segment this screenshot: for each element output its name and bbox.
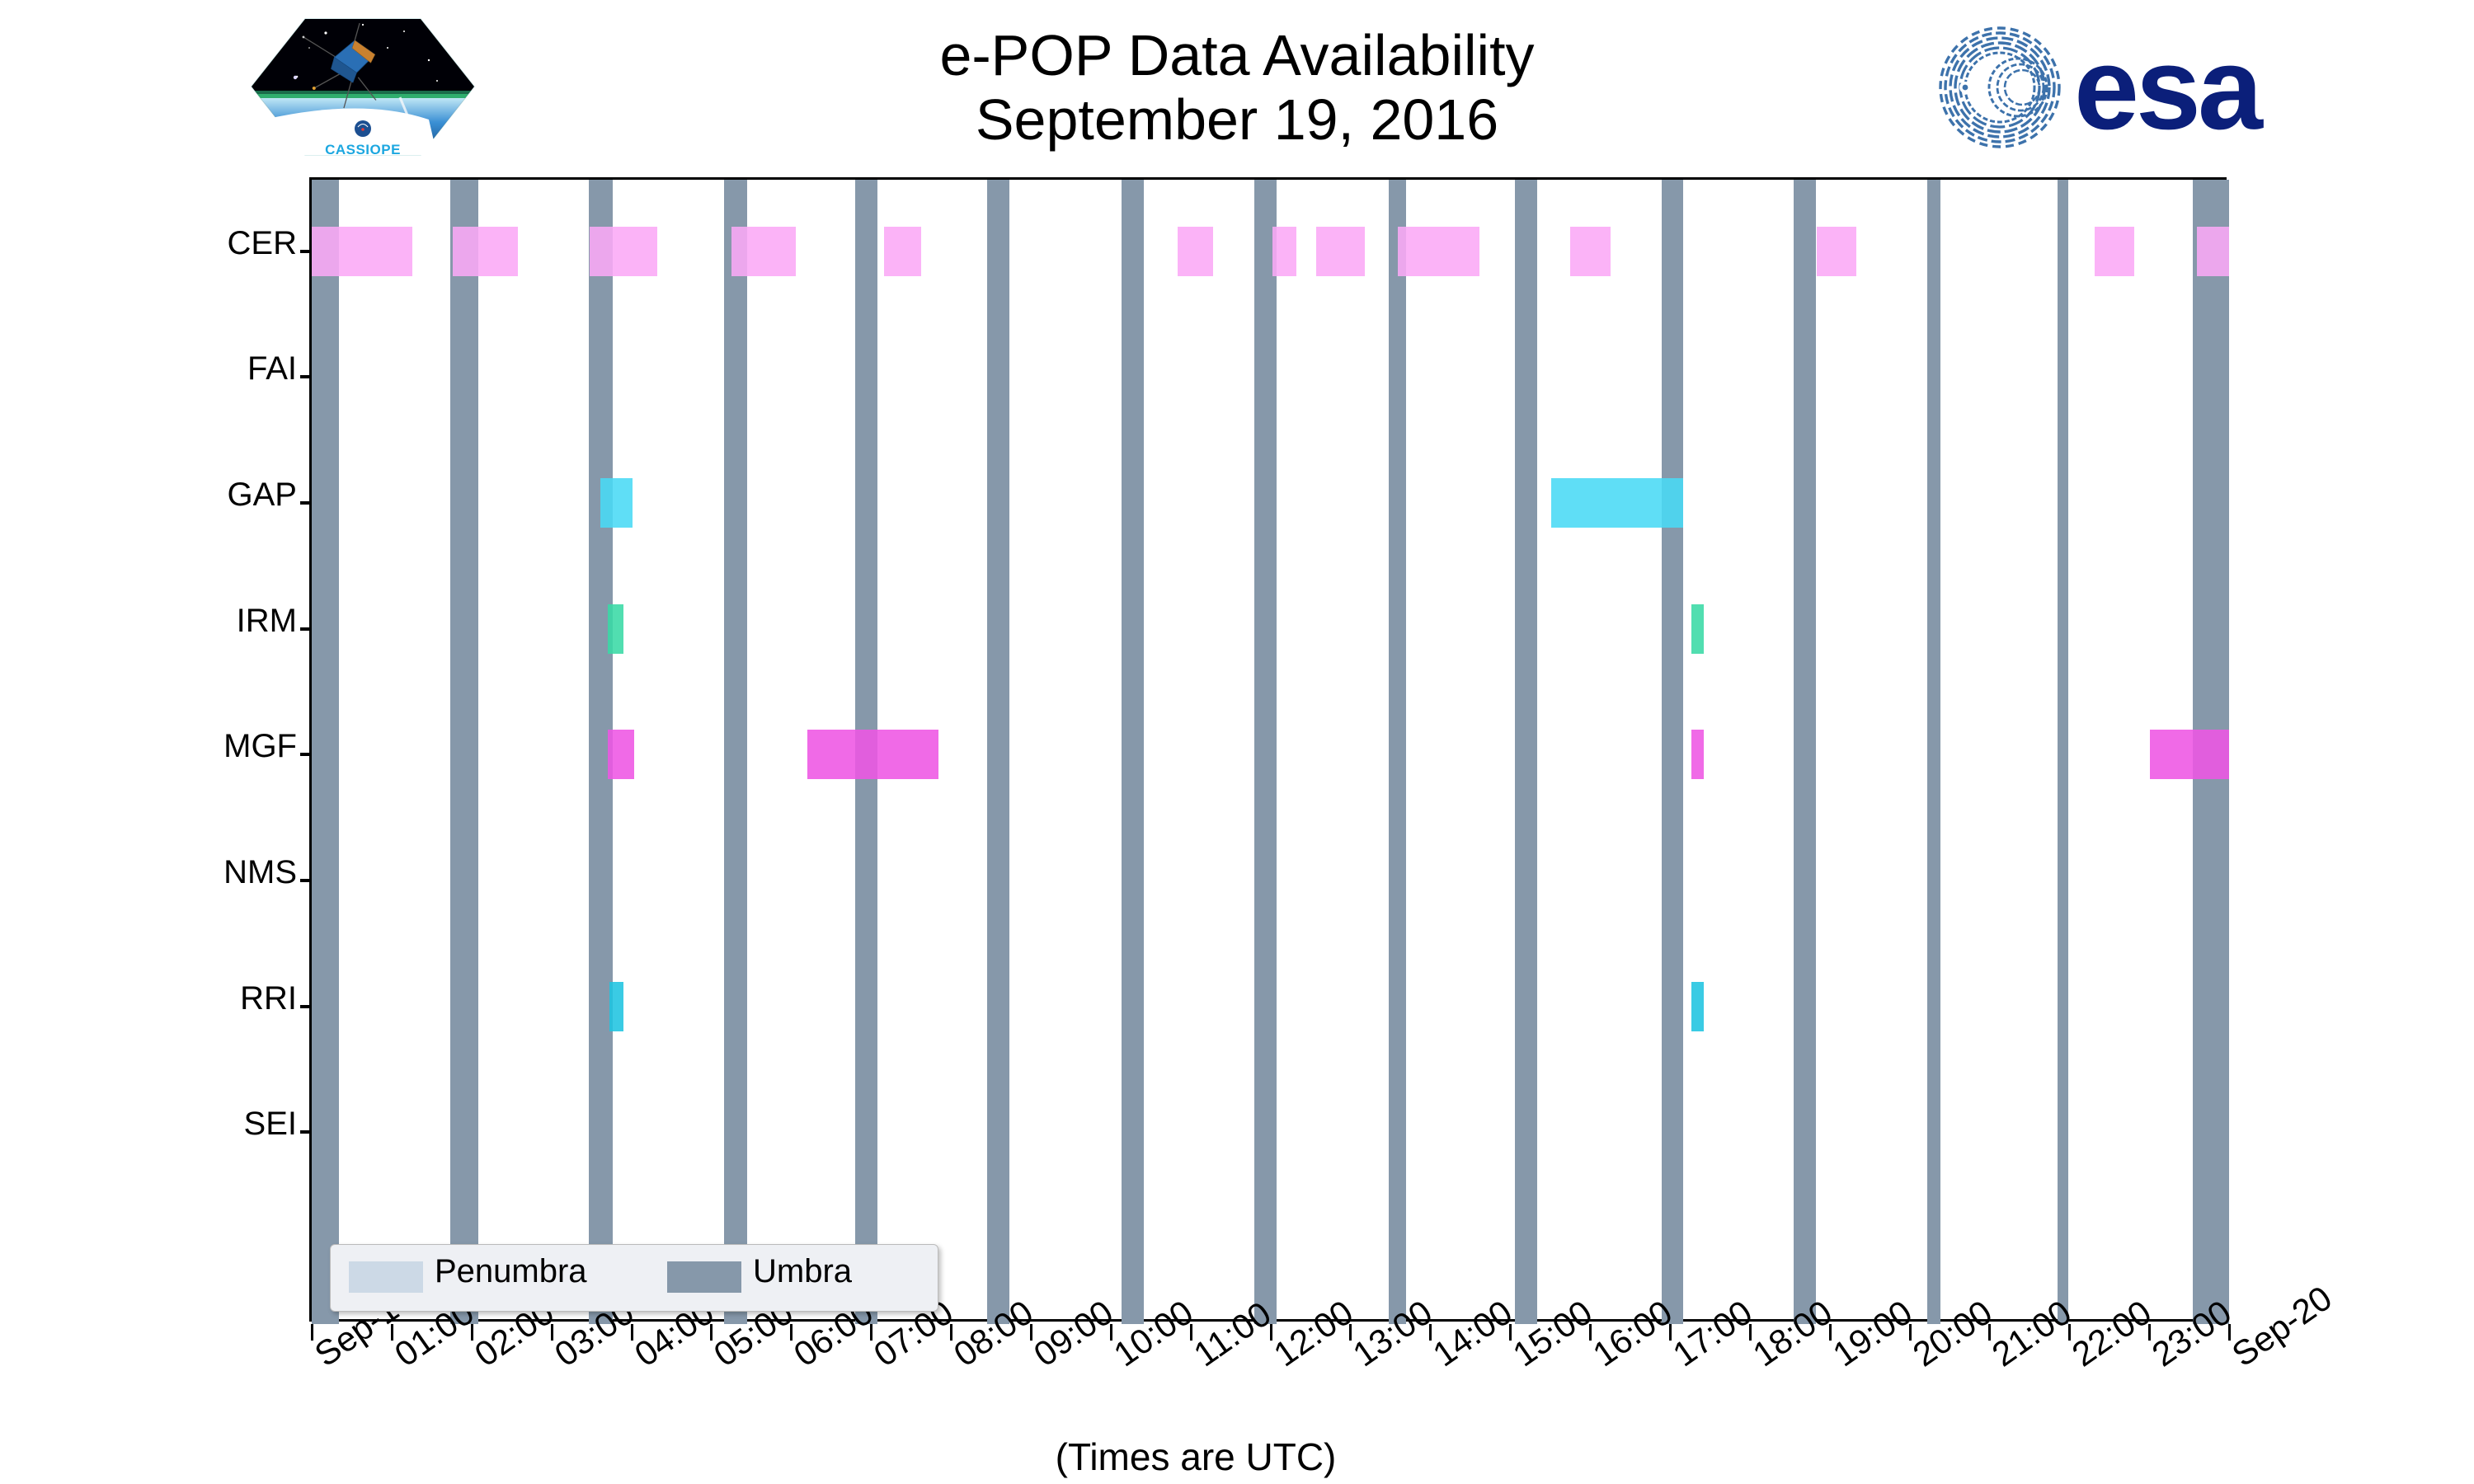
svg-text:esa: esa (2074, 23, 2264, 154)
svg-text:CASSIOPE: CASSIOPE (325, 142, 401, 157)
